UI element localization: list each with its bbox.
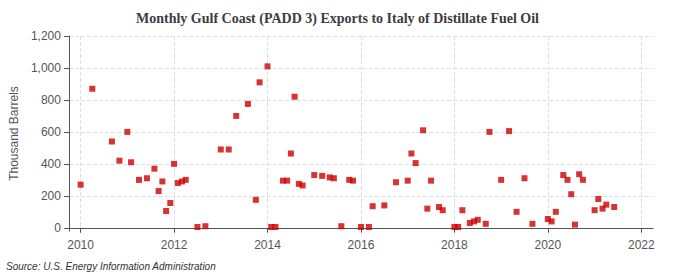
svg-text:600: 600 bbox=[41, 125, 61, 139]
svg-text:400: 400 bbox=[41, 157, 61, 171]
svg-text:2010: 2010 bbox=[67, 238, 94, 252]
svg-text:2016: 2016 bbox=[348, 238, 375, 252]
svg-text:1,000: 1,000 bbox=[31, 61, 61, 75]
svg-text:2020: 2020 bbox=[535, 238, 562, 252]
svg-text:200: 200 bbox=[41, 189, 61, 203]
svg-text:2014: 2014 bbox=[254, 238, 281, 252]
svg-text:Monthly Gulf Coast (PADD 3) Ex: Monthly Gulf Coast (PADD 3) Exports to I… bbox=[136, 11, 539, 27]
svg-text:0: 0 bbox=[54, 221, 61, 235]
svg-text:2018: 2018 bbox=[441, 238, 468, 252]
svg-text:1,200: 1,200 bbox=[31, 29, 61, 43]
svg-text:2022: 2022 bbox=[628, 238, 655, 252]
svg-text:2012: 2012 bbox=[161, 238, 188, 252]
svg-text:Source: U.S. Energy Informatio: Source: U.S. Energy Information Administ… bbox=[6, 261, 216, 272]
svg-text:800: 800 bbox=[41, 93, 61, 107]
svg-text:Thousand Barrels: Thousand Barrels bbox=[7, 86, 21, 181]
